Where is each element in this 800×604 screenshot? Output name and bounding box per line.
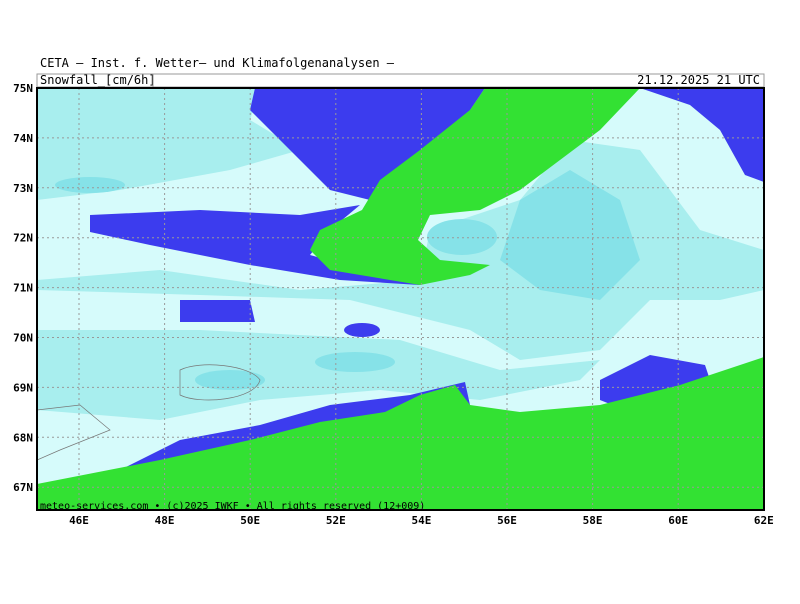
snow-heavy xyxy=(344,323,380,337)
snow-high xyxy=(427,219,497,255)
land xyxy=(37,357,764,510)
credit: meteo-services.com • (c)2025 IWKF • All … xyxy=(40,501,425,512)
lon-label: 62E xyxy=(754,514,774,527)
snow-high xyxy=(195,370,265,390)
graticule xyxy=(37,88,764,510)
land xyxy=(310,88,640,285)
axis-labels: 75N 74N 73N 72N 71N 70N 69N 68N 67N 46E 48E 50E 52E 5… xyxy=(13,82,774,527)
lon-label: 56E xyxy=(497,514,517,527)
snow-high xyxy=(55,177,125,193)
parameter: Snowfall_[cm/6h] xyxy=(40,73,156,87)
snow-heavy xyxy=(180,300,255,322)
lat-label: 73N xyxy=(13,182,33,195)
lon-label: 50E xyxy=(240,514,260,527)
snow-heavy xyxy=(640,88,764,182)
lon-label: 54E xyxy=(411,514,431,527)
map-frame xyxy=(36,87,765,511)
lat-label: 72N xyxy=(13,232,33,245)
lon-label: 48E xyxy=(155,514,175,527)
lon-label: 58E xyxy=(583,514,603,527)
lon-label: 46E xyxy=(69,514,89,527)
valid-time: 21.12.2025 21 UTC xyxy=(637,73,760,87)
lon-label: 60E xyxy=(668,514,688,527)
lat-label: 70N xyxy=(13,332,33,345)
lat-label: 71N xyxy=(13,282,33,295)
lat-label: 74N xyxy=(13,132,33,145)
map xyxy=(37,88,764,510)
title: CETA — Inst. f. Wetter— und Klimafolgena… xyxy=(40,56,395,70)
snow-high xyxy=(500,170,640,300)
snow-heavy xyxy=(250,88,485,200)
coastline xyxy=(37,364,261,461)
lon-label: 52E xyxy=(326,514,346,527)
lat-label: 68N xyxy=(13,431,33,444)
snow-mid xyxy=(37,88,300,200)
snow-high xyxy=(315,352,395,372)
lat-label: 69N xyxy=(13,381,33,394)
lat-label: 67N xyxy=(13,481,33,494)
lat-label: 75N xyxy=(13,82,33,95)
